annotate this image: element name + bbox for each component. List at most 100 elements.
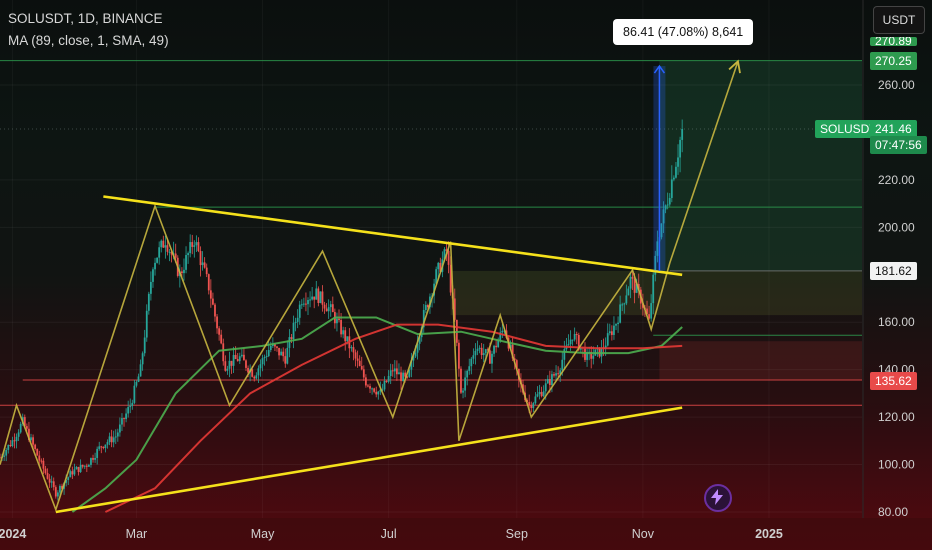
candle-body: [234, 354, 237, 359]
candle-body: [422, 310, 425, 328]
candle-body: [59, 485, 61, 493]
candle-body: [168, 251, 171, 253]
candle-body: [238, 356, 241, 362]
candle-body: [364, 377, 367, 386]
candle-body: [474, 350, 477, 356]
candle-body: [158, 247, 161, 258]
candle-body: [681, 128, 684, 140]
candle-body: [30, 437, 32, 440]
candle-body: [464, 377, 467, 391]
candle-body: [561, 359, 564, 371]
candle-body: [544, 383, 547, 392]
trendline-upper: [103, 195, 683, 277]
y-tick-label: 160.00: [878, 315, 915, 329]
x-tick-label: 2024: [0, 527, 26, 541]
candle-body: [7, 444, 10, 450]
candle-body: [139, 364, 142, 377]
candle-body: [393, 368, 396, 372]
candle-body: [85, 465, 88, 467]
candle-body: [319, 291, 322, 303]
candle-body: [555, 373, 557, 376]
candle-body: [325, 308, 328, 312]
candle-body: [344, 330, 347, 342]
candle-body: [513, 358, 516, 361]
candle-body: [604, 345, 607, 349]
candle-body: [679, 139, 681, 158]
candle-body: [170, 251, 173, 255]
x-tick-label: Jul: [381, 527, 397, 541]
candle-body: [538, 392, 541, 395]
candle-body: [311, 296, 314, 300]
candle-body: [482, 353, 485, 356]
candle-body: [389, 370, 392, 377]
candle-body: [497, 340, 500, 348]
candle-body: [307, 300, 309, 305]
candle-body: [67, 477, 70, 481]
candle-body: [548, 378, 551, 385]
candle-body: [546, 378, 549, 384]
candle-body: [489, 350, 491, 364]
currency-button[interactable]: USDT: [873, 6, 925, 34]
candle-body: [183, 269, 185, 274]
candle-body: [336, 318, 338, 324]
candle-body: [662, 209, 665, 224]
candle-body: [56, 492, 59, 497]
candle-body: [362, 369, 365, 378]
candle-body: [205, 267, 208, 275]
candle-body: [387, 376, 390, 382]
candle-body: [600, 347, 603, 357]
trendline-lower: [55, 406, 683, 514]
candle-body: [240, 354, 243, 357]
candle-body: [265, 356, 268, 358]
candle-body: [174, 253, 177, 258]
candle-body: [631, 276, 634, 279]
indicator-legend[interactable]: MA (89, close, 1, SMA, 49): [8, 33, 169, 48]
candle-body: [571, 339, 574, 341]
candle-body: [110, 436, 113, 443]
candle-body: [437, 262, 440, 270]
candle-body: [73, 469, 76, 475]
candle-body: [627, 288, 630, 296]
candle-body: [127, 407, 130, 414]
candle-body: [375, 391, 378, 395]
candle-body: [493, 345, 495, 354]
candle-body: [528, 402, 531, 406]
candle-body: [71, 471, 74, 475]
candle-body: [559, 370, 562, 374]
candle-body: [143, 337, 146, 354]
candle-body: [420, 327, 423, 338]
candle-body: [81, 464, 84, 467]
candle-body: [385, 380, 388, 382]
candle-body: [106, 442, 109, 445]
candle-body: [557, 373, 560, 375]
candle-body: [672, 177, 675, 180]
candle-body: [625, 295, 628, 304]
candle-body: [340, 320, 342, 335]
candle-body: [207, 274, 210, 291]
candle-body: [257, 368, 260, 376]
candle-body: [617, 322, 619, 325]
candle-body: [226, 368, 229, 371]
candle-body: [123, 418, 125, 420]
candle-body: [573, 334, 576, 340]
candle-body: [305, 303, 307, 305]
candle-body: [379, 389, 382, 392]
candle-body: [598, 347, 601, 357]
candle-body: [650, 303, 653, 319]
candle-body: [100, 446, 103, 448]
time-axis-bg: [0, 518, 932, 550]
candle-body: [408, 369, 411, 377]
candle-body: [373, 388, 376, 392]
candle-body: [404, 372, 407, 377]
candle-body: [619, 304, 622, 323]
target-price-label: 270.25: [870, 52, 917, 70]
symbol-title[interactable]: SOLUSDT, 1D, BINANCE: [8, 11, 163, 26]
candle-body: [466, 370, 469, 378]
candle-body: [13, 440, 16, 442]
candle-body: [472, 355, 475, 359]
lightning-icon[interactable]: [704, 484, 732, 512]
symbol-tag: SOLUSDT: [815, 120, 882, 138]
x-tick-label: Mar: [126, 527, 148, 541]
candle-body: [48, 478, 51, 483]
